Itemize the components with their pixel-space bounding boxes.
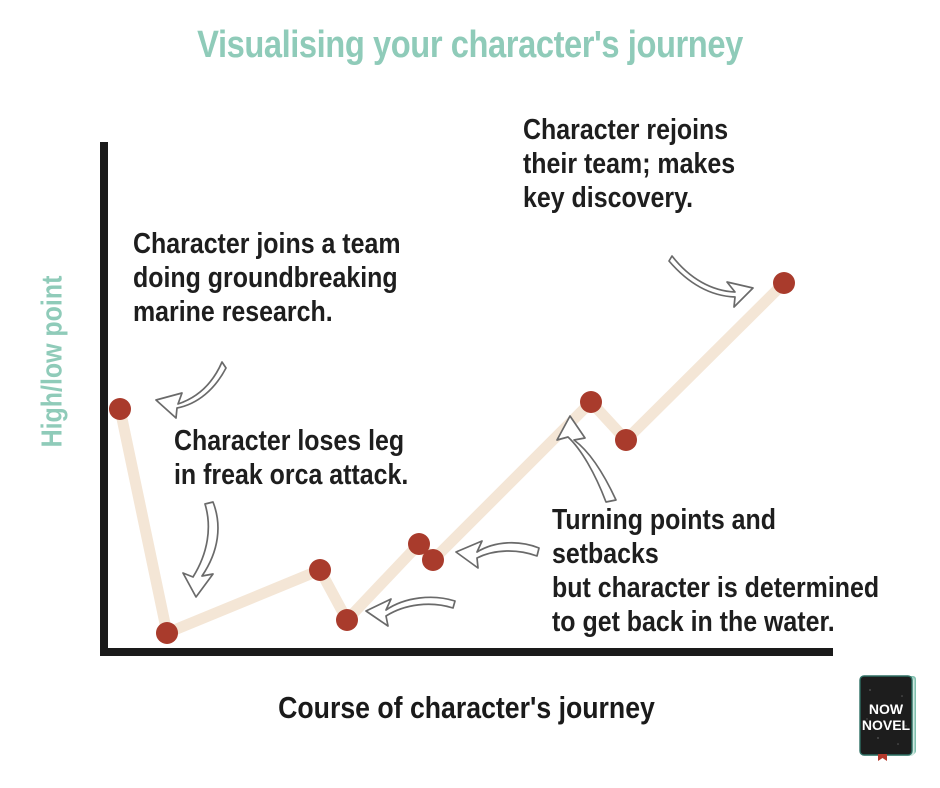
annotation-turning-points-setbacks: Turning points and setbacks but characte… <box>552 504 880 638</box>
data-point-marker <box>773 272 795 294</box>
data-point-marker <box>336 609 358 631</box>
curved-arrow-down-left-icon <box>155 361 227 419</box>
annotation-character-joins-team: Character joins a team doing groundbreak… <box>133 228 401 328</box>
annotation-character-loses-leg: Character loses leg in freak orca attack… <box>174 425 409 491</box>
data-point-marker <box>309 559 331 581</box>
x-axis-line <box>100 648 833 656</box>
data-point-marker <box>109 398 131 420</box>
data-point-marker <box>156 622 178 644</box>
data-point-marker <box>408 533 430 555</box>
annotation-character-rejoins-team: Character rejoins their team; makes key … <box>523 114 736 214</box>
now-novel-logo[interactable]: NOW NOVEL <box>858 674 920 762</box>
data-point-marker <box>422 549 444 571</box>
curved-arrow-down-icon <box>182 501 219 598</box>
y-axis-title: High/low point <box>36 275 69 448</box>
logo-line-1: NOW <box>869 701 904 717</box>
curved-arrow-down-right-icon <box>668 255 754 308</box>
data-point-marker <box>615 429 637 451</box>
page-title: Visualising your character's journey <box>197 24 743 66</box>
data-point-marker <box>580 391 602 413</box>
y-axis-line <box>100 142 108 656</box>
curved-arrow-left-mid-icon <box>455 540 540 569</box>
x-axis-title: Course of character's journey <box>278 690 655 725</box>
curved-arrow-left-low-icon <box>365 596 456 627</box>
logo-line-2: NOVEL <box>862 717 911 733</box>
curved-arrow-up-icon <box>556 415 617 503</box>
